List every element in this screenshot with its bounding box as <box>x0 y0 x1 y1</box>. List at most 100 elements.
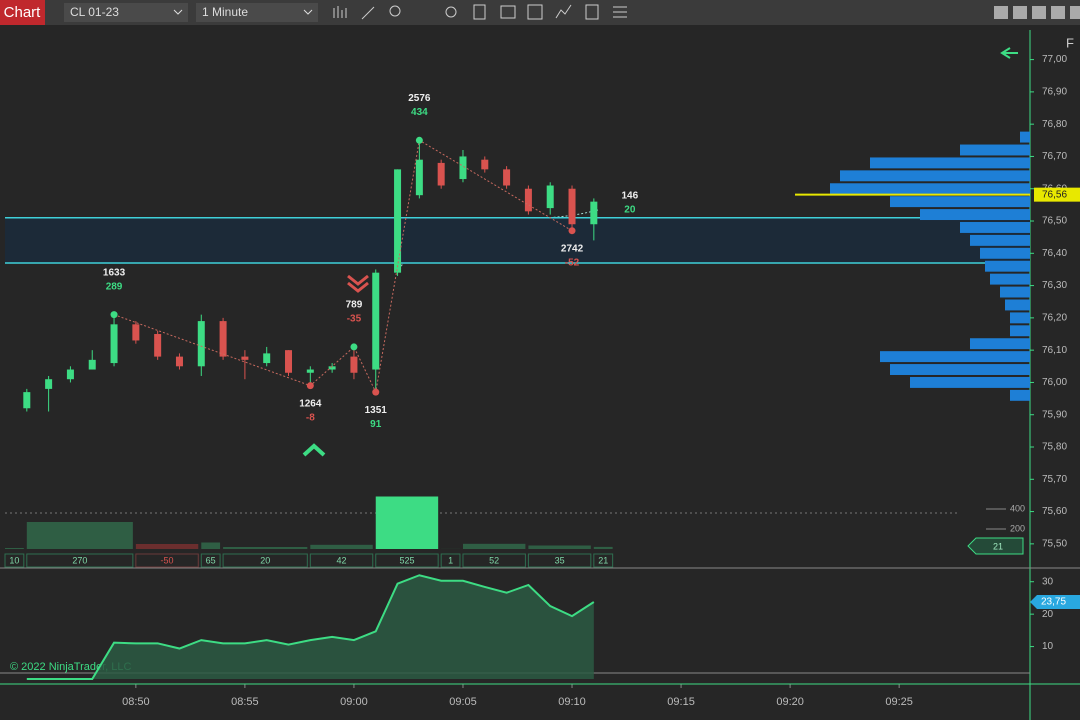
delta-bar <box>528 545 591 549</box>
dropdown-arrow <box>173 9 183 15</box>
interval-select[interactable] <box>196 3 318 22</box>
indicator-tick-label: 30 <box>1042 576 1054 587</box>
swing-dot <box>110 311 118 319</box>
candle-body <box>437 162 445 186</box>
delta-bar <box>223 547 308 549</box>
y-tick-label: 76,20 <box>1042 313 1067 324</box>
delta-box <box>135 553 199 568</box>
profile-bar <box>910 376 1030 388</box>
delta-bar <box>135 544 199 549</box>
y-tick-label: 77,00 <box>1042 54 1067 65</box>
candle-body <box>241 356 249 360</box>
candle-body <box>415 159 423 196</box>
delta-label: -50 <box>161 555 174 565</box>
swing-delta: 434 <box>411 107 428 118</box>
profile-bar <box>870 157 1030 169</box>
y-tick-label: 75,90 <box>1042 409 1067 420</box>
instrument-select[interactable] <box>64 3 188 22</box>
delta-bar <box>26 522 133 549</box>
profile-bar <box>985 260 1030 272</box>
delta-box <box>200 553 221 568</box>
delta-box <box>222 553 308 568</box>
candle-body <box>394 169 402 273</box>
candle-body <box>154 334 162 357</box>
delta-label: 52 <box>489 555 499 565</box>
swing-dot <box>568 227 576 235</box>
buy-marker <box>302 443 326 457</box>
volume-tick-label: 400 <box>1010 503 1025 513</box>
candle-body <box>546 185 554 209</box>
delta-box <box>4 553 25 568</box>
indicator-last-box <box>1030 594 1080 609</box>
profile-bar <box>960 144 1030 156</box>
swing-delta: -52 <box>565 257 580 268</box>
x-tick-label: 09:20 <box>776 696 804 708</box>
y-tick-label: 75,60 <box>1042 506 1067 517</box>
swing-volume: 789 <box>346 300 363 311</box>
swing-delta: -8 <box>306 412 315 423</box>
delta-box <box>462 553 526 568</box>
swing-volume: 1633 <box>103 267 126 278</box>
toolbar-icons[interactable] <box>333 4 627 20</box>
indicator-area <box>26 575 594 679</box>
y-tick-label: 75,70 <box>1042 474 1067 485</box>
x-tick-label: 09:05 <box>449 696 477 708</box>
candle-body <box>285 350 293 373</box>
candle-body <box>459 156 467 180</box>
y-tick-label: 76,50 <box>1042 216 1067 227</box>
profile-bar <box>1010 312 1030 324</box>
profile-bar <box>970 234 1030 246</box>
indicator-line <box>26 574 595 680</box>
swing-delta: 289 <box>106 281 123 292</box>
corner-label: F <box>1066 35 1074 50</box>
sell-marker <box>347 274 369 293</box>
profile-bar <box>840 170 1030 182</box>
delta-label: 270 <box>72 555 87 565</box>
delta-label: 10 <box>9 555 19 565</box>
x-tick-label: 08:50 <box>122 696 150 708</box>
profile-bar <box>1010 389 1030 401</box>
profile-bar <box>1010 325 1030 337</box>
candle-body <box>45 379 53 389</box>
candle-body <box>590 201 598 225</box>
last-price-box <box>1034 187 1080 202</box>
delta-box <box>527 553 592 568</box>
profile-bar <box>980 247 1030 259</box>
candle-body <box>175 356 183 367</box>
swing-dot <box>306 382 314 390</box>
candle-body <box>132 324 140 341</box>
delta-box <box>593 553 614 568</box>
profile-bar <box>890 364 1030 375</box>
volume-tick-label: 200 <box>1010 523 1025 533</box>
delta-box <box>26 553 134 568</box>
delta-box <box>309 553 374 568</box>
zigzag <box>113 139 573 394</box>
delta-last-label: 21 <box>993 541 1003 551</box>
delta-label: 35 <box>555 555 565 565</box>
instrument: CL 01-23 <box>70 5 119 19</box>
x-tick-label: 09:10 <box>558 696 586 708</box>
indicator-tick-label: 10 <box>1042 641 1054 652</box>
swing-delta: -35 <box>347 314 362 325</box>
delta-label: 65 <box>206 555 216 565</box>
window-buttons[interactable] <box>994 6 1080 19</box>
swing-dot <box>372 388 380 396</box>
swing-dot <box>350 343 358 351</box>
x-tick-label: 09:15 <box>667 696 695 708</box>
y-tick-label: 75,80 <box>1042 442 1067 453</box>
back-arrow[interactable] <box>1000 47 1018 59</box>
candle-body <box>197 321 205 367</box>
profile-bar <box>880 351 1030 363</box>
y-tick-label: 76,80 <box>1042 119 1067 130</box>
level-zone <box>5 217 1030 263</box>
delta-label: 20 <box>260 555 270 565</box>
candle-body <box>350 356 358 373</box>
swing-volume: 1264 <box>299 398 322 409</box>
profile-bar <box>920 209 1030 221</box>
swing-volume: 2742 <box>561 243 584 254</box>
delta-label: 21 <box>598 555 608 565</box>
chart-tab[interactable] <box>0 0 45 25</box>
current-delta: 20 <box>624 204 636 215</box>
delta-box <box>375 553 439 568</box>
